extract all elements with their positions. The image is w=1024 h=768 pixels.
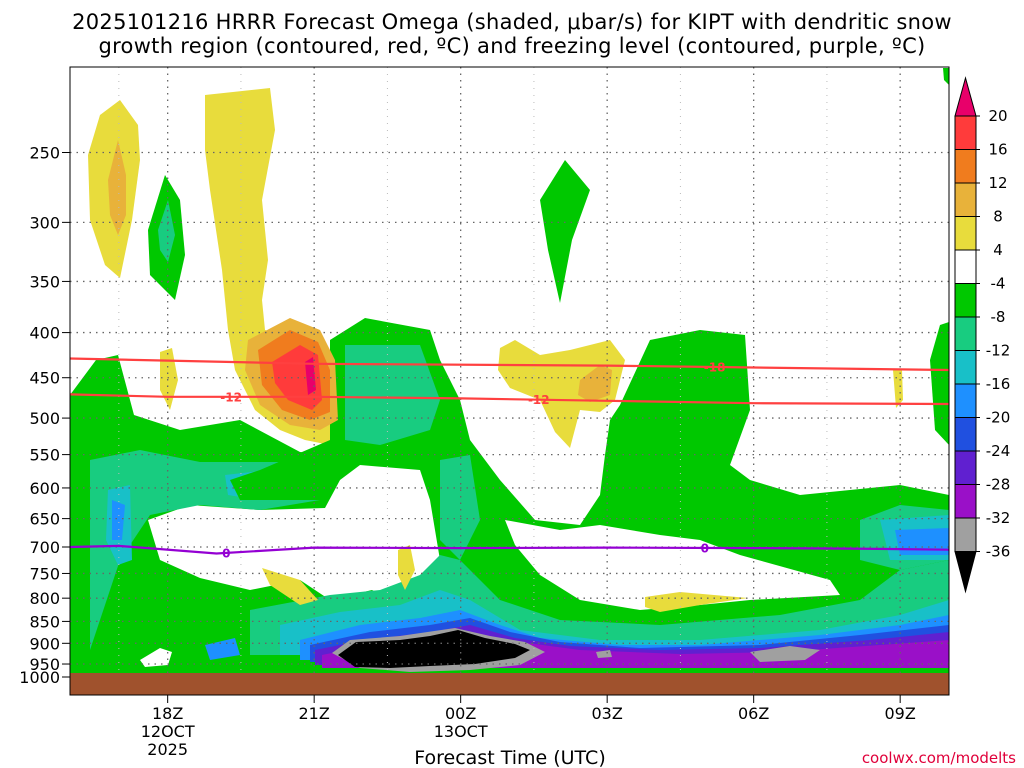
colorbar-label: -24	[986, 442, 1011, 460]
colorbar-swatch	[954, 115, 977, 150]
x-tick-date: 13OCT	[434, 722, 488, 741]
y-tick-label: 500	[29, 409, 60, 428]
colorbar-label: 20	[988, 107, 1007, 125]
x-axis-label: Forecast Time (UTC)	[414, 747, 605, 768]
y-tick-label: 800	[29, 589, 60, 608]
colorbar-swatch	[954, 216, 977, 251]
colorbar-bottom-arrow	[954, 551, 977, 594]
y-tick-label: 750	[29, 564, 60, 583]
colorbar-swatch	[954, 149, 977, 184]
colorbar-label: -28	[986, 476, 1011, 494]
colorbar-label: -16	[986, 375, 1011, 393]
y-tick-label: 450	[29, 369, 60, 388]
x-tick-label: 18Z	[152, 704, 183, 723]
contour-label: -12	[528, 393, 550, 407]
contour-lines: -18 -12 -12 0 0	[70, 357, 949, 560]
chart-title-line-1: 2025101216 HRRR Forecast Omega (shaded, …	[72, 10, 952, 34]
y-tick-label: 900	[29, 634, 60, 653]
contour-label: -12	[220, 390, 242, 404]
y-tick-label: 550	[29, 446, 60, 465]
contour--18	[70, 357, 949, 372]
colorbar-label: -12	[986, 342, 1011, 360]
colorbar-label: -4	[991, 275, 1006, 293]
colorbar-swatch	[954, 417, 977, 452]
colorbar-swatch	[954, 316, 977, 351]
y-tick-label: 600	[29, 479, 60, 498]
contour--12	[70, 393, 949, 406]
colorbar-swatch	[954, 484, 977, 519]
contour-label: -18	[704, 360, 726, 374]
colorbar-label: -20	[986, 409, 1011, 427]
colorbar-top-arrow	[954, 76, 977, 117]
x-tick-label: 06Z	[738, 704, 769, 723]
y-axis: 250 300 350 400 450 500 550 600 650 700 750 800 850 9…	[19, 143, 70, 687]
contour-label: 0	[701, 541, 709, 555]
y-tick-label: 700	[29, 538, 60, 557]
x-tick-label: 09Z	[885, 704, 916, 723]
chart-title-line-2: growth region (contoured, red, ºC) and f…	[98, 34, 925, 58]
grid-lines	[70, 67, 949, 673]
x-tick-label: 03Z	[592, 704, 623, 723]
colorbar-swatch	[954, 350, 977, 385]
colorbar-swatch	[954, 249, 977, 284]
y-tick-label: 850	[29, 612, 60, 631]
y-tick-label: 250	[29, 143, 60, 162]
colorbar-swatch	[954, 283, 977, 318]
y-tick-label: 650	[29, 510, 60, 529]
plot-frame	[69, 66, 950, 696]
x-tick-year: 2025	[147, 740, 188, 759]
y-tick-label: 400	[29, 324, 60, 343]
colorbar-swatch	[954, 450, 977, 485]
colorbar-label: 12	[988, 174, 1007, 192]
y-tick-label: 300	[29, 213, 60, 232]
credit-text: coolwx.com/modelts	[862, 749, 1016, 767]
colorbar-label: 16	[988, 141, 1007, 159]
colorbar-label: -32	[986, 509, 1011, 527]
omega-shading	[70, 68, 949, 673]
ground-surface	[70, 673, 949, 695]
x-tick-label: 00Z	[445, 704, 476, 723]
colorbar-label: 4	[993, 241, 1003, 259]
contour-0	[70, 544, 949, 555]
colorbar-label: -8	[991, 308, 1006, 326]
y-tick-label: 1000	[19, 668, 60, 687]
colorbar-swatch	[954, 383, 977, 418]
colorbar-label: -36	[986, 543, 1011, 561]
colorbar-swatch	[954, 517, 977, 552]
colorbar-label: 8	[993, 208, 1003, 226]
x-tick-label: 21Z	[299, 704, 330, 723]
colorbar: 20 16 12 8 4 -4 -8 -12 -16 -20 -24 -28 -32 -36	[954, 76, 1011, 594]
y-tick-label: 950	[29, 655, 60, 674]
y-tick-label: 350	[29, 272, 60, 291]
x-tick-date: 12OCT	[141, 722, 195, 741]
colorbar-swatch	[954, 182, 977, 217]
contour-label: 0	[222, 546, 230, 560]
